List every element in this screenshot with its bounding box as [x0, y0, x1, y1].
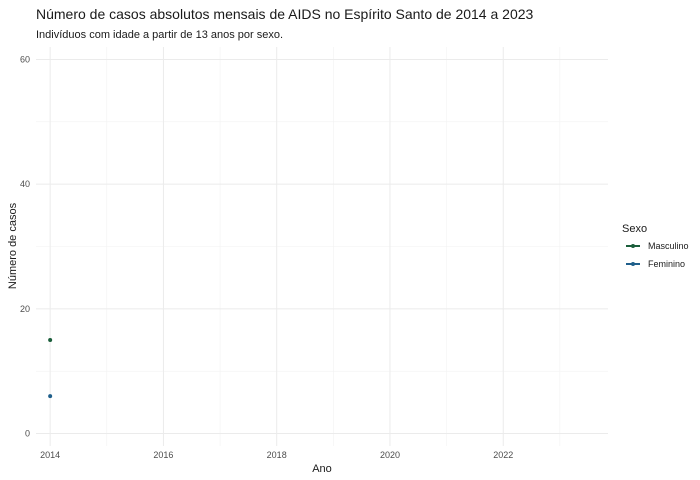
- grid-minor: [36, 47, 608, 446]
- chart-title: Número de casos absolutos mensais de AID…: [36, 6, 534, 22]
- y-tick-label: 0: [25, 429, 30, 439]
- y-tick-label: 60: [20, 54, 30, 64]
- y-axis-ticks: 0 20 40 60: [20, 54, 30, 438]
- x-axis-title: Ano: [312, 463, 332, 475]
- legend-label-masculino: Masculino: [648, 241, 689, 251]
- series-layer: [48, 338, 53, 399]
- legend-label-feminino: Feminino: [648, 259, 685, 269]
- x-tick-label: 2018: [267, 450, 287, 460]
- y-axis-title: Número de casos: [7, 202, 19, 289]
- legend-key-point-feminino: [631, 262, 635, 266]
- chart-subtitle: Indivíduos com idade a partir de 13 anos…: [36, 29, 284, 41]
- x-axis-ticks: 2014 2016 2018 2020 2022: [40, 450, 513, 460]
- data-point-feminino: [48, 394, 53, 399]
- grid-major: [36, 47, 608, 446]
- data-point-masculino: [48, 338, 53, 343]
- x-tick-label: 2016: [153, 450, 173, 460]
- legend-key-point-masculino: [631, 244, 635, 248]
- x-tick-label: 2022: [493, 450, 513, 460]
- legend-title: Sexo: [622, 223, 647, 235]
- x-tick-label: 2014: [40, 450, 60, 460]
- legend: Sexo Masculino Feminino: [622, 223, 689, 269]
- y-tick-label: 20: [20, 304, 30, 314]
- x-tick-label: 2020: [380, 450, 400, 460]
- y-tick-label: 40: [20, 179, 30, 189]
